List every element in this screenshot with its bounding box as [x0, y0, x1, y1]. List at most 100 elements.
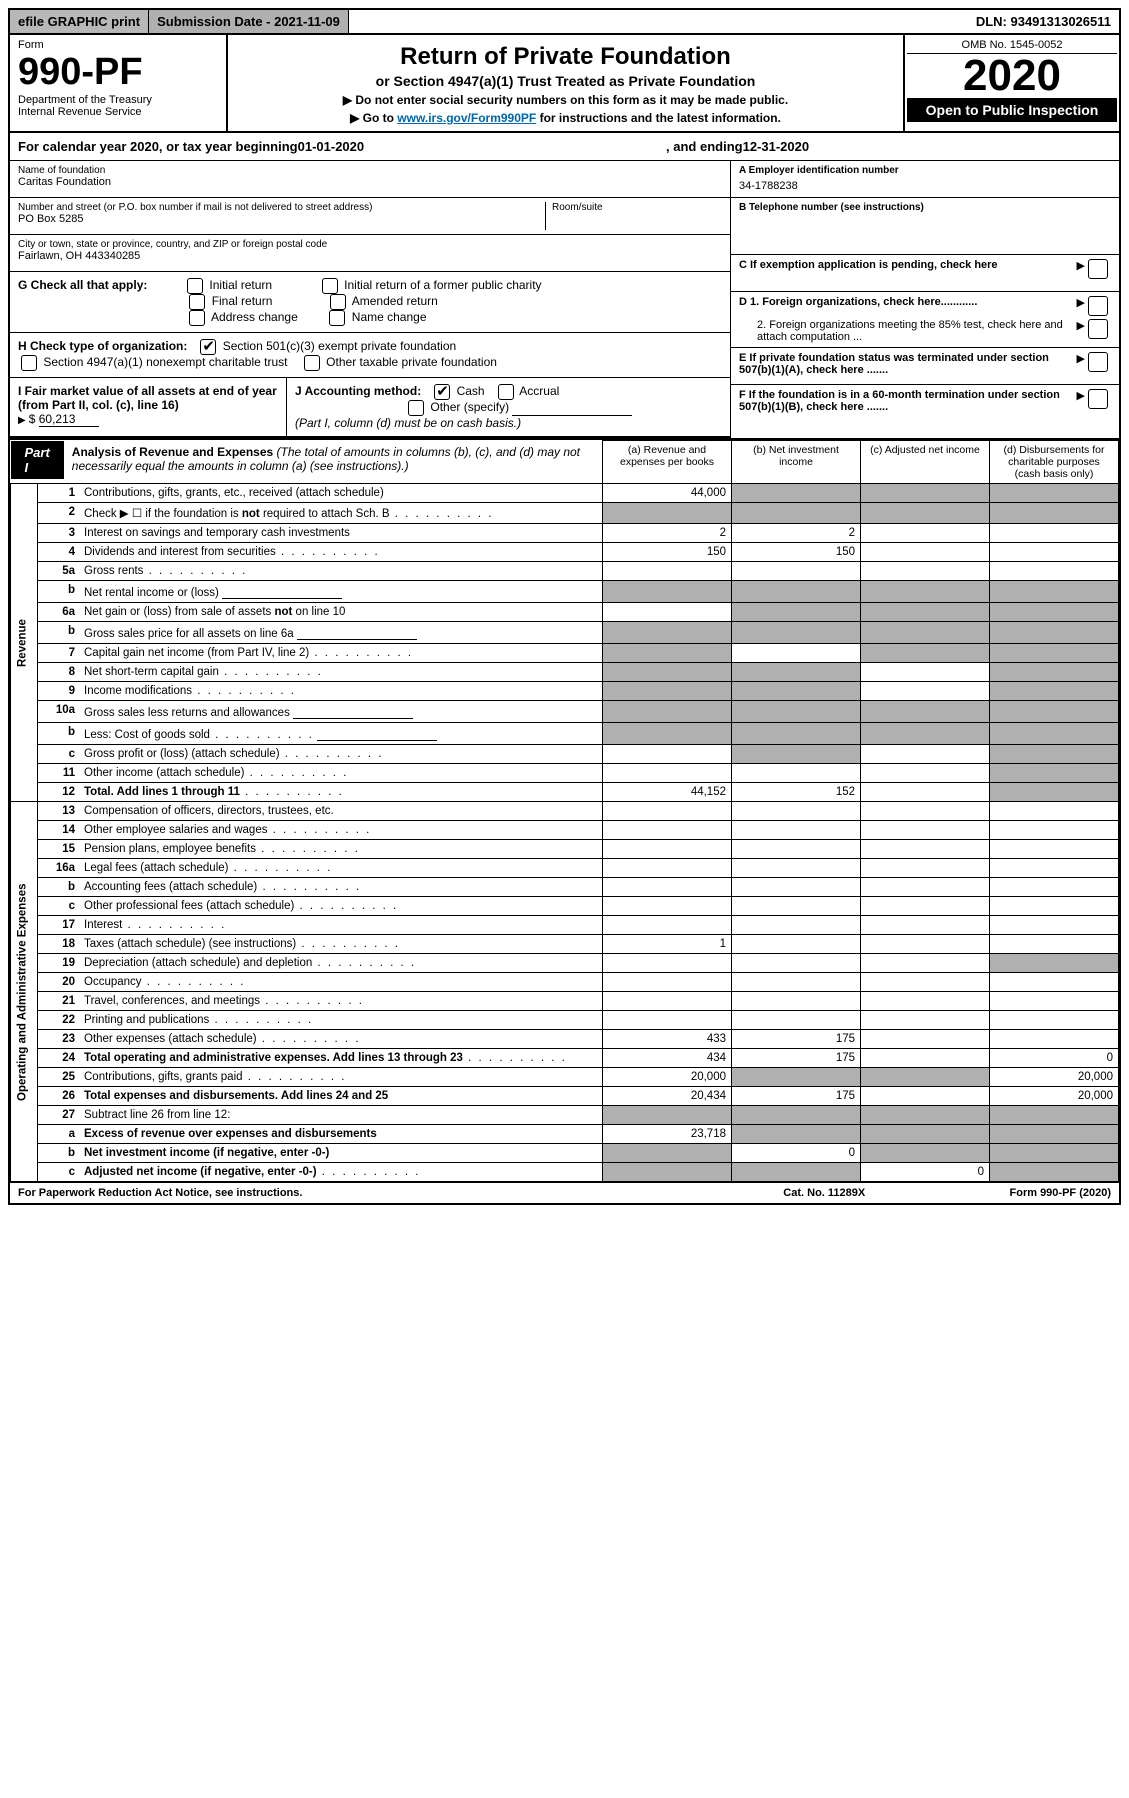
cell-b: [732, 562, 861, 581]
g-label: G Check all that apply:: [18, 278, 147, 292]
line-desc: Capital gain net income (from Part IV, l…: [79, 644, 603, 663]
checkbox-4947[interactable]: [21, 355, 37, 371]
line-number: 19: [38, 954, 80, 973]
line-desc: Total. Add lines 1 through 11: [79, 783, 603, 802]
line-desc: Net short-term capital gain: [79, 663, 603, 682]
cell-b: [732, 503, 861, 524]
cell-a: [603, 1163, 732, 1182]
cell-b: [732, 973, 861, 992]
checkbox-c[interactable]: [1088, 259, 1108, 279]
i-label: I Fair market value of all assets at end…: [18, 384, 277, 412]
line-desc: Depreciation (attach schedule) and deple…: [79, 954, 603, 973]
checkbox-e[interactable]: [1088, 352, 1108, 372]
f-label: F If the foundation is in a 60-month ter…: [739, 389, 1077, 433]
cell-a: [603, 764, 732, 783]
checkbox-501c3[interactable]: [200, 339, 216, 355]
section-g: G Check all that apply: Initial return I…: [10, 272, 730, 333]
city-state-zip: Fairlawn, OH 443340285: [18, 250, 722, 262]
table-row: Operating and Administrative Expenses13C…: [11, 802, 1119, 821]
expenses-section-label: Operating and Administrative Expenses: [11, 802, 38, 1182]
table-row: 26Total expenses and disbursements. Add …: [11, 1087, 1119, 1106]
checkbox-other-taxable[interactable]: [304, 355, 320, 371]
cell-b: [732, 1068, 861, 1087]
table-row: bNet investment income (if negative, ent…: [11, 1144, 1119, 1163]
line-number: 23: [38, 1030, 80, 1049]
year-end: 12-31-2020: [743, 139, 810, 154]
cell-b: [732, 682, 861, 701]
form990pf-link[interactable]: www.irs.gov/Form990PF: [397, 111, 536, 125]
line-desc: Pension plans, employee benefits: [79, 840, 603, 859]
cell-a: [603, 622, 732, 644]
table-row: Revenue1Contributions, gifts, grants, et…: [11, 484, 1119, 503]
efile-print-button[interactable]: efile GRAPHIC print: [10, 10, 149, 33]
table-row: 6aNet gain or (loss) from sale of assets…: [11, 603, 1119, 622]
cell-d: [990, 821, 1119, 840]
opt-namechange: Name change: [352, 310, 427, 324]
checkbox-address-change[interactable]: [189, 310, 205, 326]
checkbox-final-return[interactable]: [189, 294, 205, 310]
checkbox-name-change[interactable]: [329, 310, 345, 326]
form-word: Form: [18, 39, 218, 51]
checkbox-other-method[interactable]: [408, 400, 424, 416]
footer-left: For Paperwork Reduction Act Notice, see …: [18, 1187, 302, 1199]
street-address: PO Box 5285: [18, 213, 545, 225]
h-4947: Section 4947(a)(1) nonexempt charitable …: [43, 355, 287, 369]
opt-initial: Initial return: [209, 278, 272, 292]
cell-d: [990, 682, 1119, 701]
cell-b: [732, 840, 861, 859]
cell-c: [861, 745, 990, 764]
table-row: 21Travel, conferences, and meetings: [11, 992, 1119, 1011]
cell-d: 0: [990, 1049, 1119, 1068]
checkbox-initial-return[interactable]: [187, 278, 203, 294]
cell-d: [990, 701, 1119, 723]
cell-b: [732, 821, 861, 840]
line-number: 26: [38, 1087, 80, 1106]
cell-b: [732, 935, 861, 954]
cell-a: [603, 916, 732, 935]
cell-b: [732, 764, 861, 783]
checkbox-d1[interactable]: [1088, 296, 1108, 316]
checkbox-cash[interactable]: [434, 384, 450, 400]
cell-c: [861, 916, 990, 935]
ein-label: A Employer identification number: [739, 165, 1111, 176]
cell-d: [990, 644, 1119, 663]
cell-d: [990, 859, 1119, 878]
checkbox-f[interactable]: [1088, 389, 1108, 409]
line-number: 14: [38, 821, 80, 840]
h-label: H Check type of organization:: [18, 339, 187, 353]
cell-a: 1: [603, 935, 732, 954]
cell-b: [732, 802, 861, 821]
cell-c: [861, 1068, 990, 1087]
checkbox-d2[interactable]: [1088, 319, 1108, 339]
name-label: Name of foundation: [18, 165, 722, 176]
tax-year: 2020: [907, 54, 1117, 98]
line-number: 7: [38, 644, 80, 663]
col-c-header: (c) Adjusted net income: [861, 441, 990, 484]
line-number: b: [38, 581, 80, 603]
cell-c: [861, 859, 990, 878]
line-desc: Other expenses (attach schedule): [79, 1030, 603, 1049]
cell-b: 2: [732, 524, 861, 543]
line-desc: Excess of revenue over expenses and disb…: [79, 1125, 603, 1144]
table-row: aExcess of revenue over expenses and dis…: [11, 1125, 1119, 1144]
line-number: 22: [38, 1011, 80, 1030]
line-desc: Interest: [79, 916, 603, 935]
checkbox-amended[interactable]: [330, 294, 346, 310]
addr-label: Number and street (or P.O. box number if…: [18, 202, 545, 213]
cell-c: [861, 935, 990, 954]
checkbox-accrual[interactable]: [498, 384, 514, 400]
cell-c: [861, 821, 990, 840]
line-desc: Net gain or (loss) from sale of assets n…: [79, 603, 603, 622]
line-desc: Contributions, gifts, grants paid: [79, 1068, 603, 1087]
cell-a: 44,000: [603, 484, 732, 503]
instr2-pre: ▶ Go to: [350, 111, 397, 125]
cell-d: [990, 897, 1119, 916]
entity-info: Name of foundation Caritas Foundation Nu…: [10, 161, 1119, 440]
cell-a: [603, 745, 732, 764]
cell-c: [861, 1030, 990, 1049]
cell-c: [861, 622, 990, 644]
checkbox-initial-former[interactable]: [322, 278, 338, 294]
line-number: 21: [38, 992, 80, 1011]
line-number: 13: [38, 802, 80, 821]
calyear-mid: , and ending: [666, 139, 743, 154]
